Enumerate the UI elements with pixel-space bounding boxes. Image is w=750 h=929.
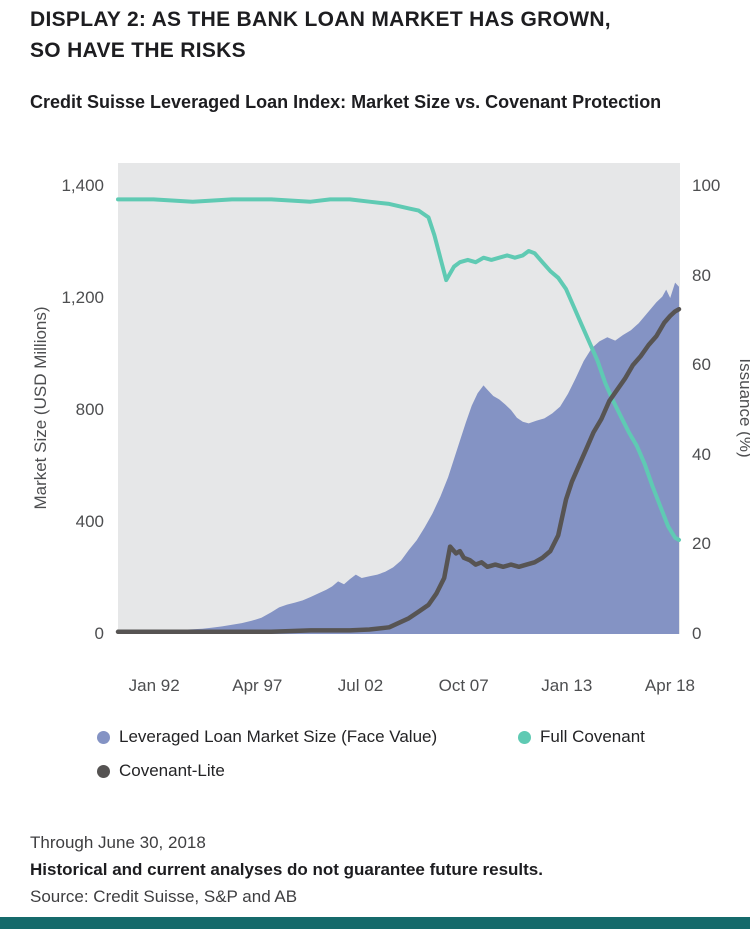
left-axis-tick: 400 xyxy=(75,512,104,531)
legend-label-market-size: Leveraged Loan Market Size (Face Value) xyxy=(119,727,438,746)
market-size-legend-dot xyxy=(97,730,110,744)
footnote-source: Source: Credit Suisse, S&P and AB xyxy=(30,887,298,906)
right-axis-tick: 20 xyxy=(692,534,711,554)
right-axis-tick: 40 xyxy=(692,444,711,464)
legend-label-covenant-lite: Covenant-Lite xyxy=(119,761,225,780)
x-axis-tick: Apr 97 xyxy=(232,676,283,695)
left-axis-tick: 1,400 xyxy=(61,176,104,195)
x-axis-tick: Jul 02 xyxy=(337,676,384,695)
series-covenant-lite xyxy=(115,306,682,635)
right-axis-tick: 80 xyxy=(692,265,711,285)
right-axis-title: Issuance (%) xyxy=(736,358,750,458)
x-axis-tick: Oct 07 xyxy=(438,676,489,695)
left-axis-title: Market Size (USD Millions) xyxy=(31,306,50,510)
display-title: DISPLAY 2: AS THE BANK LOAN MARKET HAS G… xyxy=(30,4,611,66)
x-axis-tick: Jan 13 xyxy=(541,676,593,695)
x-axis-tick: Jan 92 xyxy=(128,676,180,695)
footnote-through-date: Through June 30, 2018 xyxy=(30,833,206,852)
x-axis-tick: Apr 18 xyxy=(644,676,696,695)
legend-item-covenant-lite: Covenant-Lite xyxy=(97,761,225,781)
covenant-lite-legend-dot xyxy=(97,764,110,778)
left-axis-tick: 800 xyxy=(75,400,104,419)
right-axis-tick: 60 xyxy=(692,355,711,375)
display-title-line1: DISPLAY 2: AS THE BANK LOAN MARKET HAS G… xyxy=(30,8,611,31)
right-axis-tick: 0 xyxy=(692,624,702,643)
left-axis-tick: 1,200 xyxy=(61,288,104,307)
legend-item-market-size: Leveraged Loan Market Size (Face Value) xyxy=(97,727,437,747)
footnote-disclaimer: Historical and current analyses do not g… xyxy=(30,860,543,879)
right-axis-tick: 100 xyxy=(692,176,721,195)
left-axis-tick: 0 xyxy=(94,624,104,643)
legend-label-full-covenant: Full Covenant xyxy=(540,727,645,746)
legend-item-full-covenant: Full Covenant xyxy=(518,727,645,747)
display-title-line2: SO HAVE THE RISKS xyxy=(30,39,246,62)
series-full-covenant xyxy=(116,197,681,542)
series-market-size xyxy=(118,282,679,634)
full-covenant-legend-dot xyxy=(518,730,531,744)
chart-title: Credit Suisse Leveraged Loan Index: Mark… xyxy=(30,92,662,112)
bottom-accent-bar xyxy=(0,917,750,929)
